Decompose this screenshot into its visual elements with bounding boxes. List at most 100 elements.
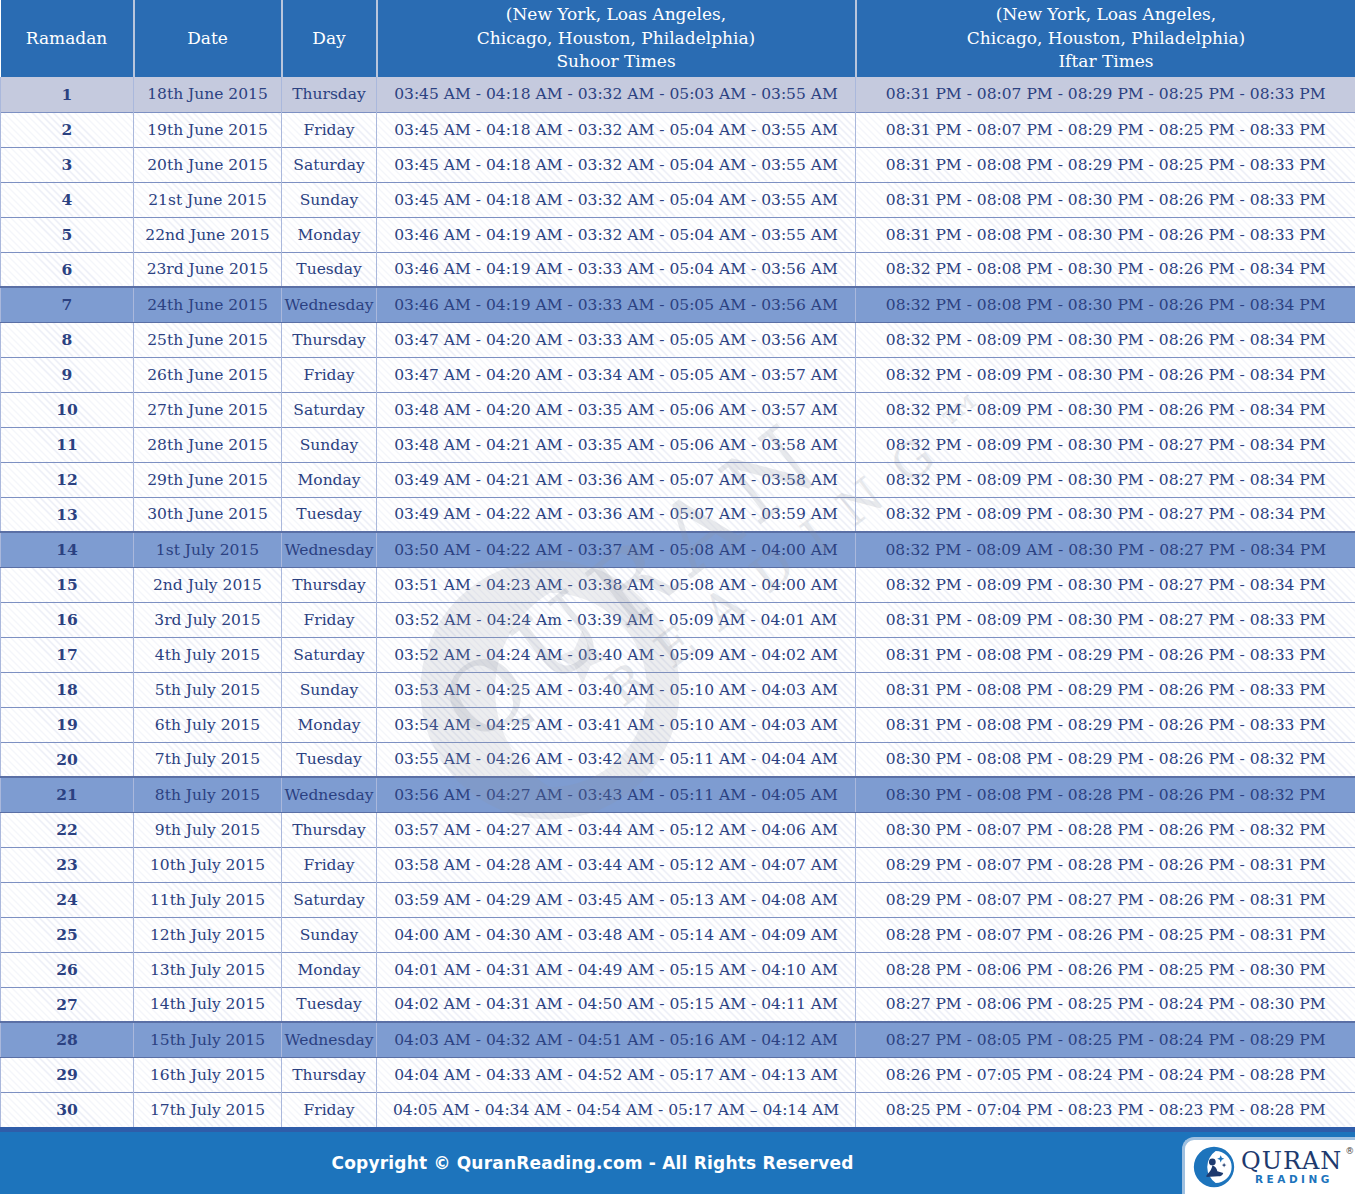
- ramadan-timetable: Ramadan Date Day (New York, Loas Angeles…: [0, 0, 1355, 1127]
- table-row: 26 13th July 2015 Monday 04:01 AM - 04:3…: [1, 952, 1355, 987]
- date-cell: 12th July 2015: [134, 917, 282, 952]
- iftar-times-cell: 08:28 PM - 08:06 PM - 08:26 PM - 08:25 P…: [856, 952, 1355, 987]
- iftar-times-cell: 08:31 PM - 08:08 PM - 08:29 PM - 08:26 P…: [856, 637, 1355, 672]
- weekday-cell: Sunday: [282, 427, 377, 462]
- ramadan-day-number-cell: 16: [1, 602, 134, 637]
- ramadan-day-number-cell: 5: [1, 217, 134, 252]
- weekday-cell: Tuesday: [282, 497, 377, 532]
- date-cell: 18th June 2015: [134, 77, 282, 112]
- suhoor-times-cell: 03:51 AM - 04:23 AM - 03:38 AM - 05:08 A…: [377, 567, 856, 602]
- weekday-cell: Friday: [282, 847, 377, 882]
- ramadan-day-number-cell: 29: [1, 1057, 134, 1092]
- weekday-cell: Wednesday: [282, 287, 377, 322]
- copyright-text: Copyright © QuranReading.com - All Right…: [331, 1153, 853, 1173]
- table-row: 5 22nd June 2015 Monday 03:46 AM - 04:19…: [1, 217, 1355, 252]
- iftar-times-cell: 08:28 PM - 08:07 PM - 08:26 PM - 08:25 P…: [856, 917, 1355, 952]
- table-row: 18 5th July 2015 Sunday 03:53 AM - 04:25…: [1, 672, 1355, 707]
- iftar-times-cell: 08:32 PM - 08:08 PM - 08:30 PM - 08:26 P…: [856, 287, 1355, 322]
- date-cell: 7th July 2015: [134, 742, 282, 777]
- date-cell: 30th June 2015: [134, 497, 282, 532]
- weekday-cell: Friday: [282, 602, 377, 637]
- suhoor-times-cell: 03:47 AM - 04:20 AM - 03:33 AM - 05:05 A…: [377, 322, 856, 357]
- date-cell: 8th July 2015: [134, 777, 282, 812]
- ramadan-day-number-cell: 7: [1, 287, 134, 322]
- suhoor-times-cell: 03:49 AM - 04:21 AM - 03:36 AM - 05:07 A…: [377, 462, 856, 497]
- table-row: 10 27th June 2015 Saturday 03:48 AM - 04…: [1, 392, 1355, 427]
- suhoor-times-cell: 03:45 AM - 04:18 AM - 03:32 AM - 05:04 A…: [377, 182, 856, 217]
- ramadan-day-number-cell: 13: [1, 497, 134, 532]
- table-row: 25 12th July 2015 Sunday 04:00 AM - 04:3…: [1, 917, 1355, 952]
- date-cell: 2nd July 2015: [134, 567, 282, 602]
- column-header-iftar-times: (New York, Loas Angeles, Chicago, Housto…: [856, 0, 1355, 77]
- weekday-cell: Saturday: [282, 637, 377, 672]
- weekday-cell: Wednesday: [282, 532, 377, 567]
- suhoor-times-cell: 04:02 AM - 04:31 AM - 04:50 AM - 05:15 A…: [377, 987, 856, 1022]
- suhoor-times-cell: 03:46 AM - 04:19 AM - 03:33 AM - 05:05 A…: [377, 287, 856, 322]
- column-header-date: Date: [134, 0, 282, 77]
- date-cell: 22nd June 2015: [134, 217, 282, 252]
- ramadan-day-number-cell: 26: [1, 952, 134, 987]
- table-row: 30 17th July 2015 Friday 04:05 AM - 04:3…: [1, 1092, 1355, 1127]
- iftar-times-cell: 08:31 PM - 08:09 PM - 08:30 PM - 08:27 P…: [856, 602, 1355, 637]
- ramadan-day-number-cell: 2: [1, 112, 134, 147]
- suhoor-times-cell: 03:53 AM - 04:25 AM - 03:40 AM - 05:10 A…: [377, 672, 856, 707]
- ramadan-day-number-cell: 24: [1, 882, 134, 917]
- date-cell: 27th June 2015: [134, 392, 282, 427]
- suhoor-times-cell: 03:52 AM - 04:24 Am - 03:39 AM - 05:09 A…: [377, 602, 856, 637]
- table-row: 4 21st June 2015 Sunday 03:45 AM - 04:18…: [1, 182, 1355, 217]
- table-row: 12 29th June 2015 Monday 03:49 AM - 04:2…: [1, 462, 1355, 497]
- iftar-times-cell: 08:32 PM - 08:09 PM - 08:30 PM - 08:27 P…: [856, 427, 1355, 462]
- iftar-times-cell: 08:30 PM - 08:08 PM - 08:28 PM - 08:26 P…: [856, 777, 1355, 812]
- weekday-cell: Sunday: [282, 917, 377, 952]
- ramadan-day-number-cell: 4: [1, 182, 134, 217]
- suhoor-times-cell: 03:45 AM - 04:18 AM - 03:32 AM - 05:03 A…: [377, 77, 856, 112]
- table-header: Ramadan Date Day (New York, Loas Angeles…: [1, 0, 1355, 77]
- suhoor-times-cell: 04:00 AM - 04:30 AM - 03:48 AM - 05:14 A…: [377, 917, 856, 952]
- date-cell: 17th July 2015: [134, 1092, 282, 1127]
- column-header-suhoor-times: (New York, Loas Angeles, Chicago, Housto…: [377, 0, 856, 77]
- iftar-times-cell: 08:31 PM - 08:07 PM - 08:29 PM - 08:25 P…: [856, 112, 1355, 147]
- iftar-times-cell: 08:32 PM - 08:09 AM - 08:30 PM - 08:27 P…: [856, 532, 1355, 567]
- table-body: 1 18th June 2015 Thursday 03:45 AM - 04:…: [1, 77, 1355, 1127]
- table-row: 16 3rd July 2015 Friday 03:52 AM - 04:24…: [1, 602, 1355, 637]
- suhoor-times-cell: 03:56 AM - 04:27 AM - 03:43 AM - 05:11 A…: [377, 777, 856, 812]
- table-row: 9 26th June 2015 Friday 03:47 AM - 04:20…: [1, 357, 1355, 392]
- ramadan-day-number-cell: 9: [1, 357, 134, 392]
- table-row: 15 2nd July 2015 Thursday 03:51 AM - 04:…: [1, 567, 1355, 602]
- table-row: 24 11th July 2015 Saturday 03:59 AM - 04…: [1, 882, 1355, 917]
- ramadan-timetable-page: Ramadan Date Day (New York, Loas Angeles…: [0, 0, 1355, 1194]
- registered-trademark-symbol: ®: [1345, 1147, 1354, 1156]
- suhoor-times-cell: 03:58 AM - 04:28 AM - 03:44 AM - 05:12 A…: [377, 847, 856, 882]
- table-row: 23 10th July 2015 Friday 03:58 AM - 04:2…: [1, 847, 1355, 882]
- ramadan-day-number-cell: 8: [1, 322, 134, 357]
- logo-word-quran: QURAN: [1241, 1149, 1342, 1173]
- column-header-ramadan: Ramadan: [1, 0, 134, 77]
- date-cell: 10th July 2015: [134, 847, 282, 882]
- date-cell: 28th June 2015: [134, 427, 282, 462]
- date-cell: 9th July 2015: [134, 812, 282, 847]
- iftar-times-cell: 08:32 PM - 08:09 PM - 08:30 PM - 08:26 P…: [856, 357, 1355, 392]
- iftar-times-cell: 08:29 PM - 08:07 PM - 08:28 PM - 08:26 P…: [856, 847, 1355, 882]
- iftar-times-cell: 08:27 PM - 08:06 PM - 08:25 PM - 08:24 P…: [856, 987, 1355, 1022]
- table-row: 6 23rd June 2015 Tuesday 03:46 AM - 04:1…: [1, 252, 1355, 287]
- suhoor-times-cell: 03:59 AM - 04:29 AM - 03:45 AM - 05:13 A…: [377, 882, 856, 917]
- iftar-times-cell: 08:27 PM - 08:05 PM - 08:25 PM - 08:24 P…: [856, 1022, 1355, 1057]
- weekday-cell: Sunday: [282, 182, 377, 217]
- weekday-cell: Tuesday: [282, 742, 377, 777]
- suhoor-times-cell: 03:48 AM - 04:21 AM - 03:35 AM - 05:06 A…: [377, 427, 856, 462]
- weekday-cell: Thursday: [282, 322, 377, 357]
- iftar-times-cell: 08:32 PM - 08:09 PM - 08:30 PM - 08:27 P…: [856, 567, 1355, 602]
- table-row: 7 24th June 2015 Wednesday 03:46 AM - 04…: [1, 287, 1355, 322]
- weekday-cell: Monday: [282, 462, 377, 497]
- suhoor-times-cell: 03:45 AM - 04:18 AM - 03:32 AM - 05:04 A…: [377, 112, 856, 147]
- table-row: 17 4th July 2015 Saturday 03:52 AM - 04:…: [1, 637, 1355, 672]
- logo-word-reading: READING: [1255, 1174, 1342, 1185]
- weekday-cell: Thursday: [282, 1057, 377, 1092]
- date-cell: 26th June 2015: [134, 357, 282, 392]
- ramadan-day-number-cell: 25: [1, 917, 134, 952]
- weekday-cell: Friday: [282, 112, 377, 147]
- ramadan-day-number-cell: 11: [1, 427, 134, 462]
- iftar-times-cell: 08:32 PM - 08:09 PM - 08:30 PM - 08:27 P…: [856, 462, 1355, 497]
- weekday-cell: Saturday: [282, 882, 377, 917]
- date-cell: 25th June 2015: [134, 322, 282, 357]
